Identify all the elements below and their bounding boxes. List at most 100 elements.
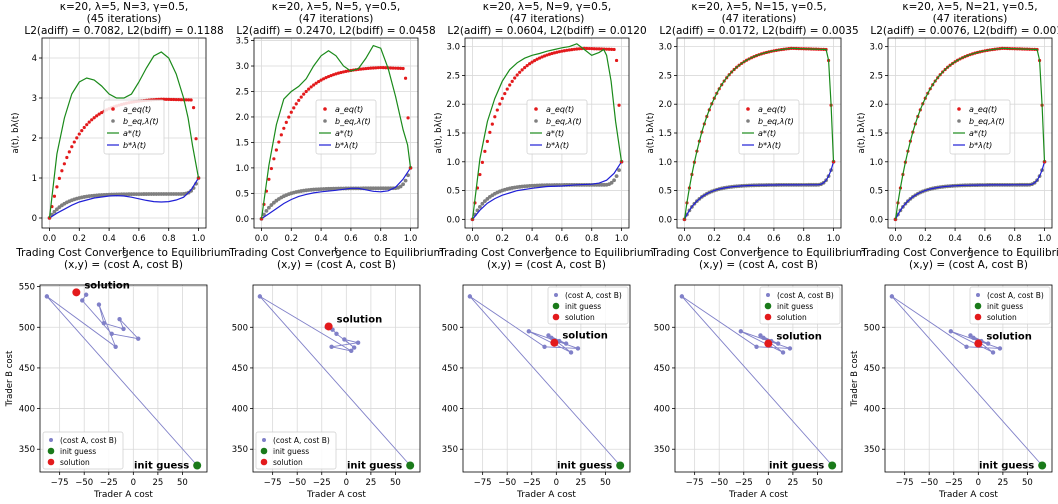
- aeq-point: [607, 47, 611, 51]
- legend-marker-aeq: [534, 107, 538, 111]
- x-tick-label: 0.0: [255, 234, 269, 244]
- chart-title-line: κ=20, λ=5, N=5, γ=0.5,: [272, 1, 400, 13]
- aeq-point: [100, 110, 104, 115]
- aeq-point: [267, 177, 271, 181]
- astar-line: [894, 47, 1046, 220]
- axes-frame: [41, 37, 207, 229]
- aeq-point: [498, 102, 502, 106]
- x-axis-label: Trader A cost: [728, 490, 788, 500]
- aeq-point: [403, 76, 408, 80]
- axes-frame: [252, 284, 421, 473]
- aeq-point: [575, 47, 579, 51]
- legend-marker: [764, 313, 772, 321]
- y-tick-label: 450: [864, 364, 880, 374]
- x-tick-label: 0.4: [525, 234, 539, 244]
- subplot-8: Trading Cost Convergence to Equilibrium(…: [438, 247, 653, 500]
- aeq-point: [287, 115, 291, 119]
- x-tick-label: 0.4: [948, 234, 962, 244]
- aeq-point: [314, 81, 318, 85]
- aeq-point: [508, 83, 512, 87]
- path-point: [948, 329, 954, 334]
- aeq-point: [57, 176, 61, 180]
- x-tick-label: 0.4: [102, 234, 116, 244]
- aeq-point: [364, 66, 368, 71]
- aeq-point: [85, 123, 89, 127]
- y-tick-label: 500: [232, 323, 248, 333]
- legend-marker: [552, 302, 560, 310]
- aeq-point: [396, 66, 400, 70]
- chart-title-line: L2(adiff) = 0.0604, L2(bdiff) = 0.0120: [447, 25, 646, 37]
- aeq-point: [282, 126, 286, 130]
- legend-box: [759, 286, 841, 325]
- x-tick-label: 0: [976, 478, 981, 488]
- aeq-point: [597, 47, 601, 51]
- subplot-6: Trading Cost Convergence to Equilibrium(…: [5, 247, 231, 500]
- path-point: [257, 294, 263, 299]
- aeq-point: [177, 98, 181, 102]
- legend-label: init guess: [777, 302, 813, 311]
- legend-label: solution: [60, 458, 90, 467]
- y-tick-label: 350: [864, 445, 880, 455]
- path-point: [467, 294, 473, 299]
- legend-label: init guess: [987, 302, 1023, 311]
- init-guess-marker: [406, 461, 415, 470]
- subplot-10: Trading Cost Convergence to Equilibrium(…: [850, 247, 1058, 500]
- y-tick-label: 1.5: [658, 129, 672, 139]
- solution-marker: [550, 338, 559, 347]
- path-point: [342, 337, 347, 342]
- legend-label: (cost A, cost B): [273, 436, 330, 445]
- y-tick-label: 4: [32, 54, 37, 64]
- path-point: [80, 298, 85, 303]
- beq-point: [269, 203, 274, 207]
- legend-marker-beq: [323, 119, 327, 123]
- x-tick-label: 0.8: [797, 234, 811, 244]
- aeq-point: [272, 157, 276, 161]
- axes-frame: [674, 284, 843, 473]
- y-tick-label: 2.0: [446, 100, 460, 110]
- aeq-point: [530, 60, 534, 64]
- y-tick-label: 2.5: [446, 71, 460, 81]
- aeq-point: [174, 97, 178, 102]
- y-tick-label: 1.0: [869, 158, 883, 168]
- y-tick-label: 1.5: [235, 138, 249, 148]
- aeq-point: [557, 50, 562, 54]
- aeq-point: [572, 47, 576, 51]
- path-point: [351, 345, 357, 350]
- y-tick-label: 0: [32, 214, 37, 224]
- beq-point: [609, 180, 614, 185]
- y-tick-label: 1.0: [446, 158, 460, 168]
- aeq-point: [391, 66, 395, 70]
- x-axis-label: Trader A cost: [938, 490, 998, 500]
- chart-title-line: (47 iterations): [722, 13, 797, 25]
- aeq-point: [590, 47, 594, 51]
- x-axis-label: t: [968, 246, 972, 256]
- x-tick-label: −50: [710, 478, 728, 488]
- aeq-point: [614, 58, 619, 63]
- aeq-point: [565, 48, 569, 52]
- x-tick-label: 0.2: [919, 234, 933, 244]
- y-tick-label: 0.5: [446, 187, 460, 197]
- aeq-point: [545, 53, 549, 57]
- y-tick-label: 2.5: [869, 71, 883, 81]
- legend-box: [526, 99, 588, 155]
- y-tick-label: 500: [19, 323, 35, 333]
- y-tick-label: 3.0: [869, 43, 883, 53]
- chart-title-line: Trading Cost Convergence to Equilibrium: [650, 247, 865, 259]
- aeq-point: [164, 97, 168, 101]
- aeq-point: [525, 64, 529, 68]
- aeq-point: [537, 56, 542, 60]
- y-tick-label: 350: [442, 445, 458, 455]
- legend: a_eq(t) b_eq,λ(t) a*(t) b*λ(t): [738, 99, 800, 155]
- legend-marker: [262, 438, 266, 442]
- bstar-line: [49, 177, 200, 219]
- aeq-point: [369, 66, 373, 70]
- solution-annotation: solution: [337, 314, 383, 325]
- x-tick-label: 0.2: [496, 234, 510, 244]
- aeq-point: [191, 105, 196, 110]
- beq-point: [403, 178, 408, 183]
- solution-annotation: solution: [84, 280, 130, 291]
- path-point: [990, 350, 996, 355]
- beq-point: [52, 209, 57, 214]
- aeq-point: [595, 47, 599, 51]
- init-guess-marker: [616, 461, 625, 470]
